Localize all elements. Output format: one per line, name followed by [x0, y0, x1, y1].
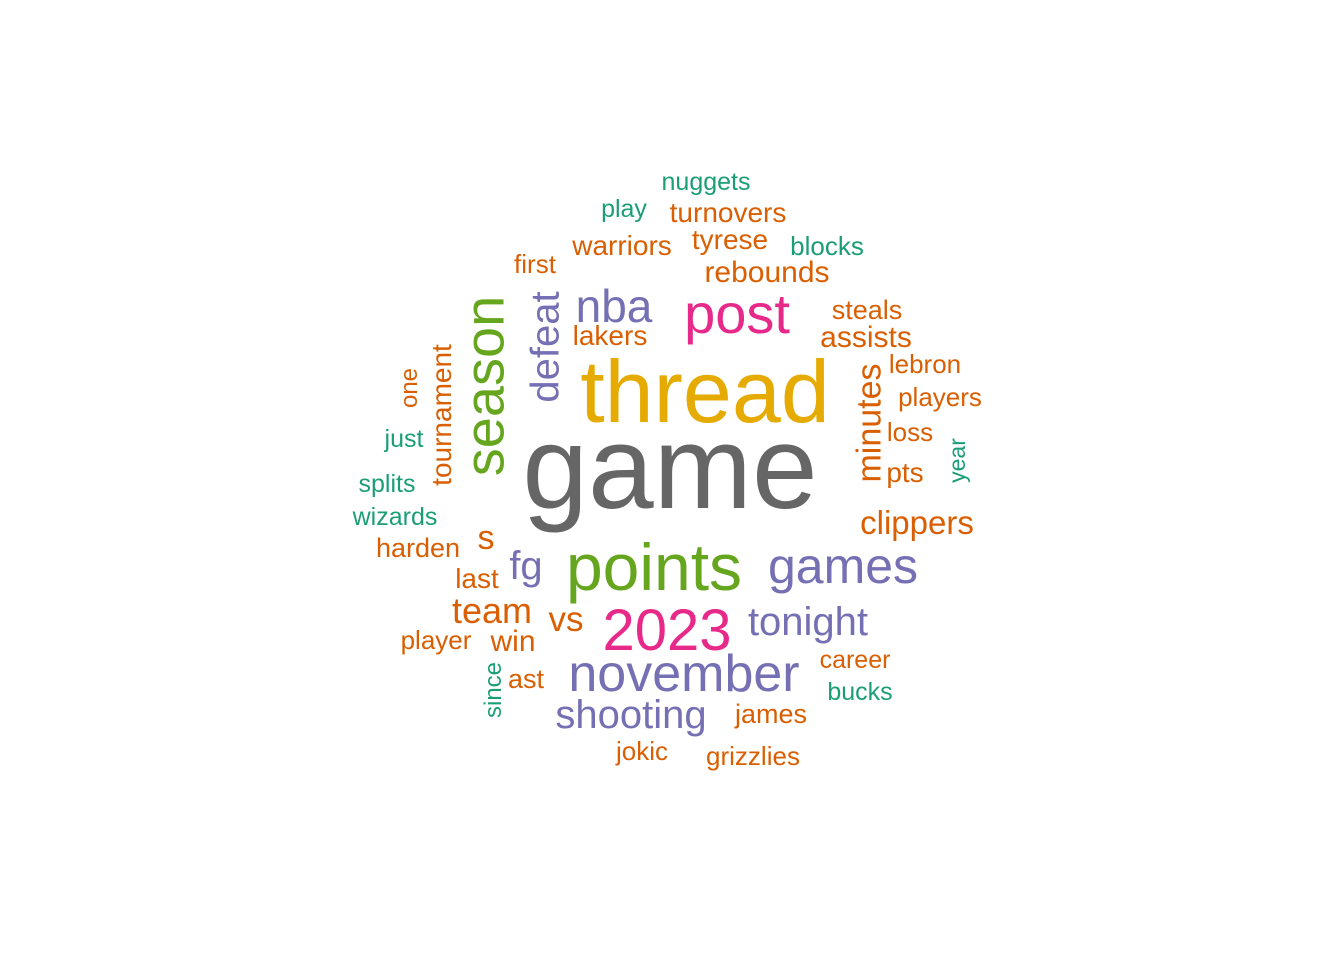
word-just: just [384, 424, 424, 453]
word-harden: harden [375, 532, 461, 563]
word-steals: steals [831, 294, 903, 325]
word-tyrese: tyrese [691, 224, 769, 255]
word-turnovers: turnovers [669, 197, 787, 228]
word-rebounds: rebounds [704, 256, 830, 289]
word-post: post [684, 282, 790, 345]
word-ast: ast [507, 663, 545, 694]
word-last: last [455, 563, 499, 594]
word-season: season [451, 295, 515, 477]
word-defeat: defeat [524, 291, 568, 403]
word-pts: pts [886, 457, 924, 488]
word-fg: fg [509, 544, 543, 588]
word-year: year [943, 437, 970, 483]
word-2023: 2023 [602, 598, 732, 663]
word-wizards: wizards [352, 502, 438, 531]
word-shooting: shooting [555, 693, 707, 737]
word-vs: vs [548, 599, 584, 639]
word-career: career [819, 645, 891, 674]
word-one: one [395, 367, 423, 409]
word-player: player [400, 625, 472, 655]
word-points: points [565, 530, 743, 604]
word-win: win [490, 625, 536, 658]
word-play: play [601, 194, 647, 223]
word-jokic: jokic [615, 736, 668, 766]
word-team: team [451, 590, 533, 631]
word-lebron: lebron [888, 349, 962, 379]
word-s: s [477, 519, 495, 557]
word-tonight: tonight [747, 600, 869, 644]
word-tournament: tournament [425, 344, 457, 486]
word-assists: assists [820, 321, 912, 354]
word-thread: thread [580, 342, 830, 441]
word-players: players [898, 382, 982, 412]
word-minutes: minutes [851, 363, 889, 483]
word-splits: splits [358, 469, 416, 498]
word-lakers: lakers [572, 320, 648, 351]
word-first: first [514, 249, 556, 279]
word-nuggets: nuggets [661, 167, 751, 196]
word-bucks: bucks [827, 677, 893, 706]
word-since: since [480, 661, 507, 719]
word-games: games [767, 538, 919, 594]
word-nba: nba [575, 280, 653, 332]
word-james: james [734, 698, 808, 729]
word-game: game [522, 402, 818, 534]
word-clippers: clippers [860, 503, 974, 541]
word-warriors: warriors [572, 230, 672, 261]
word-loss: loss [886, 417, 934, 447]
word-grizzlies: grizzlies [706, 741, 800, 771]
word-blocks: blocks [790, 231, 864, 261]
word-november: november [568, 645, 800, 703]
